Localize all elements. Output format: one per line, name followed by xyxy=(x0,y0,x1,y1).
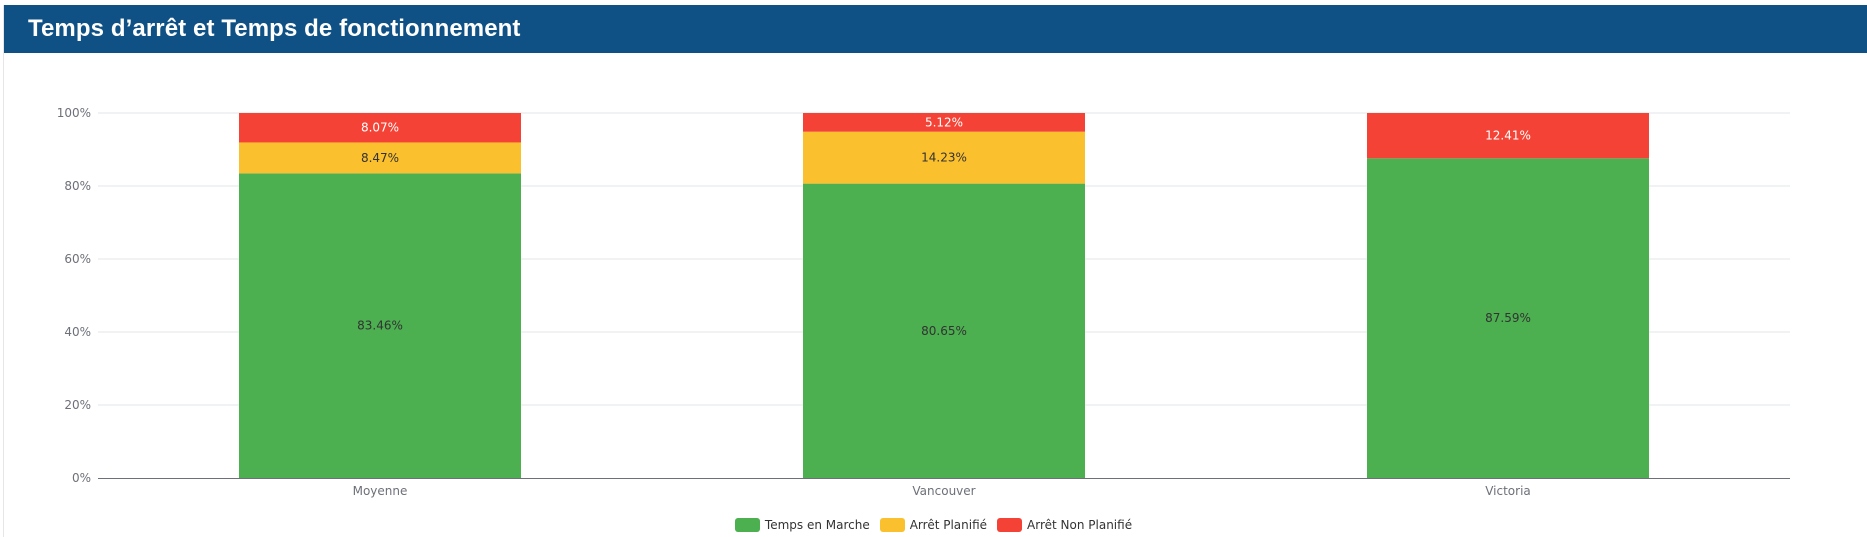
legend-swatch xyxy=(879,518,905,532)
legend-label: Arrêt Planifié xyxy=(909,518,988,532)
bar-data-label: 8.47% xyxy=(361,151,399,165)
x-tick-label: Victoria xyxy=(1485,484,1531,498)
bar-segment xyxy=(239,173,521,478)
legend-item[interactable]: Arrêt Planifié xyxy=(879,516,988,534)
y-tick-label: 100% xyxy=(57,106,91,120)
bar-segment xyxy=(1367,113,1649,159)
bar-data-label: 5.12% xyxy=(925,115,963,129)
bar-segment xyxy=(1367,158,1649,478)
y-tick-label: 80% xyxy=(64,179,91,193)
legend-label: Arrêt Non Planifié xyxy=(1027,518,1133,532)
y-tick-label: 40% xyxy=(64,325,91,339)
legend-item[interactable]: Arrêt Non Planifié xyxy=(997,516,1132,534)
bar-data-label: 87.59% xyxy=(1485,311,1531,325)
bar-segment xyxy=(239,142,521,174)
legend-item[interactable]: Temps en Marche xyxy=(734,516,870,534)
bar-segment xyxy=(803,131,1085,184)
legend-label: Temps en Marche xyxy=(764,518,870,532)
x-tick-label: Moyenne xyxy=(353,484,408,498)
bar-data-label: 8.07% xyxy=(361,121,399,135)
stacked-bar-chart: 0% 20% 40% 60% 80% 100% 83.46% 8.47% 8.07% 80.65%… xyxy=(57,106,1790,498)
y-tick-label: 20% xyxy=(64,398,91,412)
panel-title: Temps d’arrêt et Temps de fonctionnement xyxy=(28,15,521,42)
legend-swatch xyxy=(734,518,760,532)
panel-header: Temps d’arrêt et Temps de fonctionnement xyxy=(4,5,1867,53)
bar-data-label: 83.46% xyxy=(357,319,403,333)
bar-data-label: 80.65% xyxy=(921,324,967,338)
y-tick-label: 0% xyxy=(72,471,91,485)
bar-data-label: 14.23% xyxy=(921,151,967,165)
bar-segment xyxy=(803,183,1085,478)
x-tick-label: Vancouver xyxy=(912,484,975,498)
bar-segment xyxy=(803,113,1085,132)
legend-swatch xyxy=(997,518,1023,532)
bar-segment xyxy=(239,113,521,143)
y-tick-label: 60% xyxy=(64,252,91,266)
bar-data-label: 12.41% xyxy=(1485,129,1531,143)
chart-legend: Temps en Marche Arrêt Planifié Arrêt Non P… xyxy=(0,516,1867,534)
